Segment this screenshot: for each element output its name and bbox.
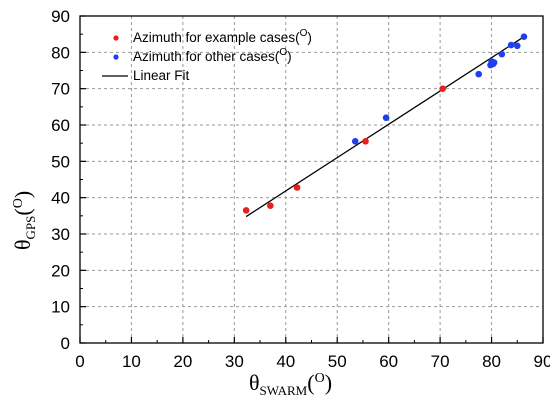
y-tick-label: 60 [51,116,70,135]
legend-entry-other: Azimuth for other cases(O) [113,47,292,64]
y-tick-label: 30 [51,225,70,244]
other-case-point [513,42,521,50]
y-tick-label: 70 [51,80,70,99]
x-tick-label: 0 [75,352,84,371]
example-case-point [362,138,369,145]
x-axis-title: θSWARM(O) [249,370,332,398]
grid-layer [80,16,543,343]
other-case-point [507,41,515,49]
fit-line-layer [245,36,525,218]
legend-label-other: Azimuth for other cases(O) [133,47,292,64]
example-case-point [267,202,274,209]
example-case-point [293,184,301,191]
y-tick-label: 20 [51,261,70,280]
tick-labels-layer: 0 10 20 30 40 50 60 70 80 90 0 10 20 30 40 50 60 70 80 90 [51,7,550,371]
x-tick-label: 40 [276,352,295,371]
legend-entry-example: Azimuth for example cases(O) [113,28,312,45]
plot-frame [79,15,544,344]
y-axis-title: θGPS(O) [10,191,38,250]
example-case-point [439,85,446,92]
y-tick-label: 80 [51,43,70,62]
example-case-point [242,207,250,214]
other-case-point [520,33,528,41]
legend-entry-linear-fit: Linear Fit [102,68,190,83]
x-tick-label: 50 [328,352,347,371]
y-tick-label: 40 [51,189,70,208]
x-tick-label: 30 [225,352,244,371]
linear-fit-line [245,36,525,218]
other-case-point [382,114,390,122]
x-tick-label: 20 [173,352,192,371]
x-tick-label: 70 [431,352,450,371]
legend-label-example: Azimuth for example cases(O) [133,28,312,45]
other-case-point [351,138,359,145]
ticks-layer [79,15,544,344]
other-case-point [475,70,482,78]
legend-marker-example [113,35,119,41]
legend: Azimuth for example cases(O) Azimuth for… [102,28,312,83]
legend-label-linear-fit: Linear Fit [133,68,190,83]
y-tick-label: 90 [51,7,70,26]
other-case-point [498,50,506,58]
other-case-point [490,59,498,66]
legend-marker-other [113,54,119,60]
points-layer [242,33,528,214]
x-tick-label: 90 [534,352,550,371]
y-tick-label: 50 [51,152,70,171]
y-tick-label: 10 [51,298,70,317]
x-tick-label: 80 [482,352,501,371]
x-tick-label: 60 [379,352,398,371]
y-tick-label: 0 [61,334,70,353]
x-tick-label: 10 [122,352,141,371]
